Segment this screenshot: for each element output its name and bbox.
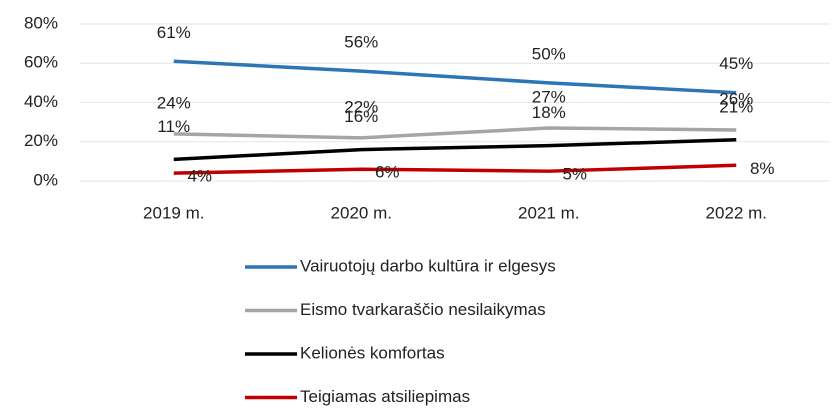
line	[173, 59, 737, 95]
y-tick-label: 20%	[24, 131, 58, 150]
data-label: 5%	[562, 165, 587, 184]
x-tick-label: 2021 m.	[518, 203, 579, 222]
data-label: 26%	[719, 89, 753, 108]
y-tick-label: 80%	[24, 13, 58, 32]
data-label: 22%	[344, 97, 378, 116]
data-label: 8%	[750, 159, 775, 178]
line	[173, 138, 737, 162]
legend-label: Eismo tvarkaraščio nesilaikymas	[300, 300, 546, 319]
line	[173, 163, 737, 175]
y-tick-label: 60%	[24, 53, 58, 72]
y-tick-label: 40%	[24, 92, 58, 111]
line	[173, 126, 737, 140]
legend-label: Teigiamas atsiliepimas	[300, 387, 470, 406]
data-label: 11%	[157, 117, 190, 136]
data-label: 45%	[719, 54, 753, 73]
data-label: 61%	[157, 23, 191, 42]
data-label: 18%	[532, 103, 566, 122]
x-tick-label: 2020 m.	[331, 203, 392, 222]
data-label: 6%	[375, 163, 400, 182]
data-label: 21%	[719, 97, 753, 116]
x-tick-label: 2019 m.	[143, 203, 204, 222]
data-label: 50%	[532, 44, 566, 63]
x-tick-label: 2022 m.	[706, 203, 767, 222]
data-label: 16%	[344, 107, 378, 126]
data-label: 4%	[187, 167, 212, 186]
data-label: 27%	[532, 87, 566, 106]
data-label: 56%	[344, 33, 378, 52]
y-tick-label: 0%	[33, 170, 58, 189]
legend-label: Kelionės komfortas	[300, 343, 445, 362]
data-label: 24%	[157, 93, 191, 112]
legend-label: Vairuotojų darbo kultūra ir elgesys	[300, 256, 556, 275]
